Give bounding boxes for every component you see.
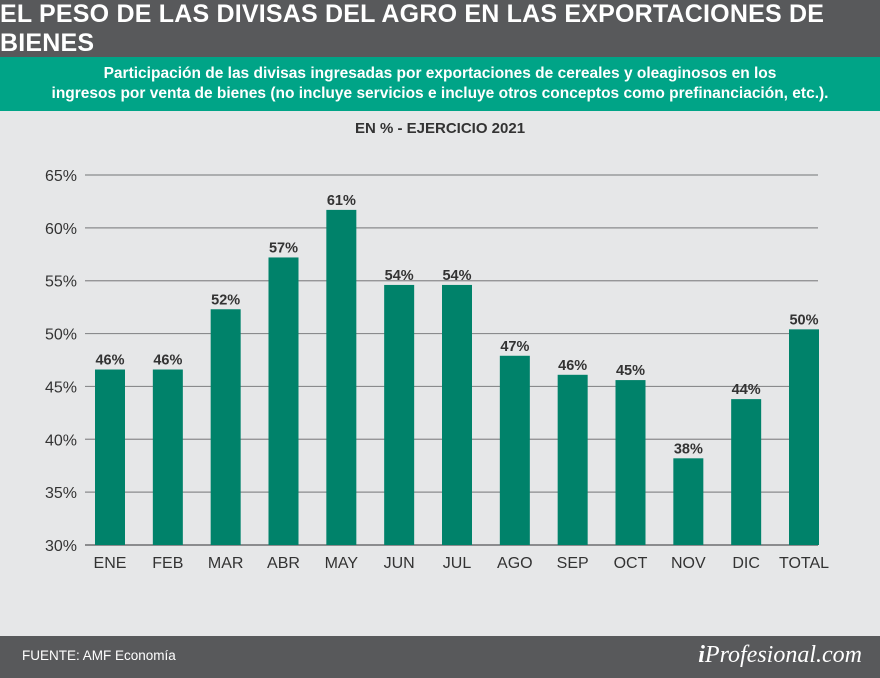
data-label: 45% xyxy=(616,363,645,379)
bar xyxy=(384,284,415,545)
header-bar: EL PESO DE LAS DIVISAS DEL AGRO EN LAS E… xyxy=(0,0,880,57)
data-label: 47% xyxy=(500,339,529,355)
x-tick-label: ABR xyxy=(267,555,300,572)
x-tick-label: FEB xyxy=(152,555,183,572)
bar xyxy=(557,374,588,545)
data-label: 46% xyxy=(153,353,182,369)
data-label: 52% xyxy=(211,292,240,308)
x-tick-label: ENE xyxy=(94,555,127,572)
subtitle-bar: Participación de las divisas ingresadas … xyxy=(0,57,880,111)
brand-logo-i: i xyxy=(698,642,705,668)
data-label: 46% xyxy=(95,353,124,369)
data-label: 54% xyxy=(442,268,471,284)
source-note: FUENTE: AMF Economía xyxy=(22,648,176,663)
bar xyxy=(789,329,819,545)
y-tick-label: 30% xyxy=(45,538,77,555)
x-tick-label: OCT xyxy=(614,555,648,572)
data-label: 50% xyxy=(789,312,818,328)
y-tick-label: 60% xyxy=(45,221,77,238)
subtitle-line-2: ingresos por venta de bienes (no incluye… xyxy=(51,85,829,102)
x-tick-label: MAY xyxy=(325,555,359,572)
x-tick-label: MAR xyxy=(208,555,244,572)
chart-title: EN % - EJERCICIO 2021 xyxy=(354,120,526,137)
bar xyxy=(95,369,125,545)
x-tick-label: JUN xyxy=(384,555,415,572)
x-tick-label: AGO xyxy=(497,555,533,572)
y-tick-label: 45% xyxy=(45,379,77,396)
bar xyxy=(673,458,704,545)
bar xyxy=(210,309,241,545)
bar xyxy=(731,399,762,545)
bar xyxy=(499,355,530,545)
x-tick-label: JUL xyxy=(443,555,472,572)
x-tick-label: TOTAL xyxy=(779,555,829,572)
data-label: 44% xyxy=(732,382,761,398)
data-label: 54% xyxy=(385,268,414,284)
bar xyxy=(615,380,646,545)
bar xyxy=(152,369,183,545)
y-tick-label: 50% xyxy=(45,327,77,344)
x-tick-label: NOV xyxy=(671,555,706,572)
y-tick-label: 65% xyxy=(45,168,77,185)
y-tick-label: 40% xyxy=(45,432,77,449)
brand-logo[interactable]: iProfesional.com xyxy=(698,642,862,669)
data-label: 61% xyxy=(327,193,356,209)
page-title: EL PESO DE LAS DIVISAS DEL AGRO EN LAS E… xyxy=(0,0,825,57)
bar-chart: 30% 35% 40% 45% 50% 55% 60% 65% 46% ENE 46% FEB 52% M… xyxy=(45,168,829,572)
data-label: 38% xyxy=(674,441,703,457)
subtitle-line-1: Participación de las divisas ingresadas … xyxy=(103,65,777,82)
bar xyxy=(326,209,357,545)
footer-bar: FUENTE: AMF Economía iProfesional.com xyxy=(0,636,880,678)
y-tick-label: 55% xyxy=(45,274,77,291)
data-label: 46% xyxy=(558,358,587,374)
y-tick-label: 35% xyxy=(45,485,77,502)
data-label: 57% xyxy=(269,240,298,256)
x-tick-label: SEP xyxy=(557,555,589,572)
x-tick-label: DIC xyxy=(732,555,760,572)
brand-logo-text: Profesional.com xyxy=(704,642,862,668)
bar xyxy=(268,257,299,545)
bar xyxy=(442,284,472,545)
